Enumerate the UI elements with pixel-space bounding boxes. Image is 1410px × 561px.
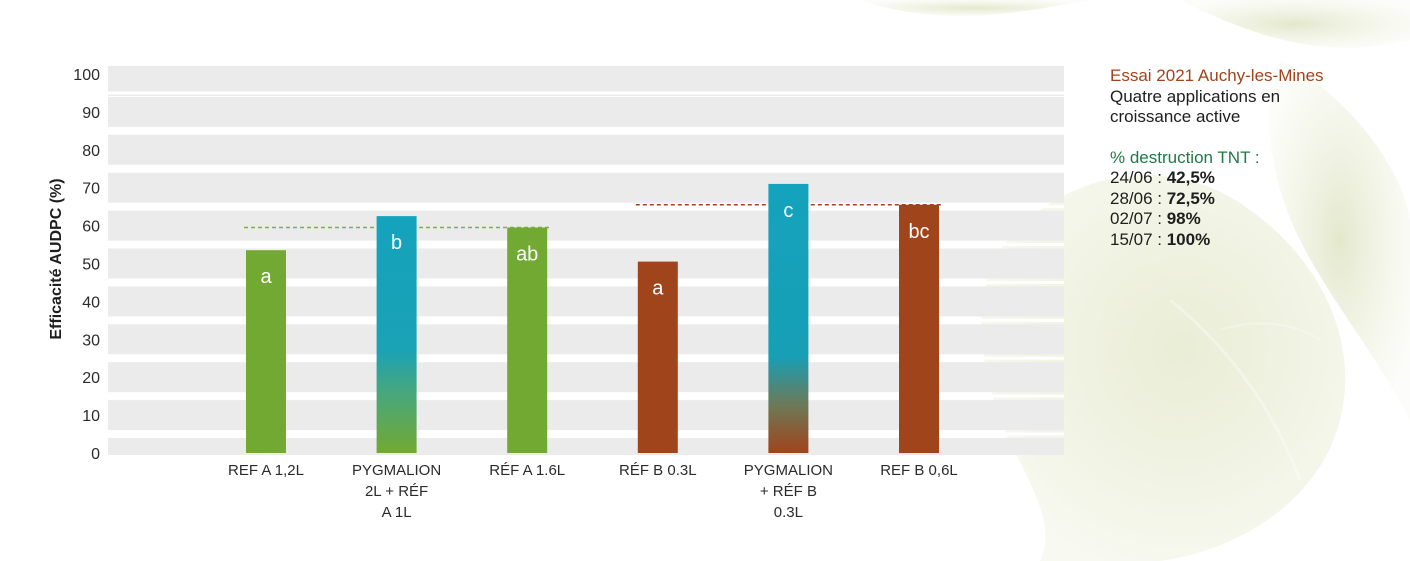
- bars: [246, 183, 939, 453]
- bar: [246, 250, 286, 453]
- x-category-label: A 1L: [382, 504, 412, 521]
- destruction-value: 98%: [1166, 209, 1201, 228]
- y-axis-ticks: 0 10 20 30 40 50 60 70 80 90 100: [73, 67, 100, 463]
- plot-band: [108, 172, 1064, 203]
- destruction-date: 28/06: [1110, 188, 1153, 208]
- x-category-label: RÉF B 0.3L: [619, 462, 697, 479]
- destruction-date: 24/06: [1110, 168, 1153, 187]
- bar: [507, 227, 548, 453]
- y-tick-label: 40: [82, 294, 100, 311]
- x-category-label: 0.3L: [774, 504, 803, 521]
- y-tick-label: 80: [82, 143, 100, 160]
- destruction-row: 02/07 : 98%: [1110, 209, 1400, 230]
- bar-label: bc: [908, 221, 929, 243]
- destruction-value: 100%: [1166, 229, 1211, 249]
- x-category-label: PYGMALION: [744, 462, 833, 479]
- plot-band: [108, 96, 1064, 127]
- x-category-label: REF B 0,6L: [880, 462, 958, 479]
- y-axis-title: Efficacité AUDPC (%): [48, 178, 65, 339]
- y-tick-label: 70: [82, 181, 100, 198]
- destruction-date: 02/07: [1110, 209, 1153, 228]
- y-tick-label: 0: [91, 446, 100, 463]
- x-category-label: REF A 1,2L: [228, 462, 304, 479]
- x-category-label: PYGMALION: [352, 462, 441, 479]
- destruction-separator: :: [1152, 229, 1167, 249]
- trial-title: Essai 2021 Auchy-les-Mines: [1110, 66, 1324, 85]
- destruction-row: 15/07 : 100%: [1110, 230, 1400, 251]
- bar-label: c: [783, 200, 793, 222]
- plot-band: [108, 438, 1064, 455]
- plot-band: [108, 134, 1064, 165]
- x-category-label: + RÉF B: [760, 483, 817, 500]
- bar: [899, 204, 939, 453]
- trial-info-panel: Essai 2021 Auchy-les-Mines Quatre applic…: [1110, 66, 1400, 250]
- x-category-label: 2L + RÉF: [365, 483, 428, 500]
- destruction-title: % destruction TNT :: [1110, 147, 1260, 167]
- bar: [637, 261, 678, 453]
- destruction-separator: :: [1152, 188, 1167, 208]
- destruction-separator: :: [1152, 209, 1167, 228]
- trial-description-line-1: Quatre applications en: [1110, 86, 1281, 106]
- bar: [376, 216, 417, 453]
- destruction-date: 15/07: [1110, 229, 1153, 249]
- y-tick-label: 30: [82, 332, 100, 349]
- reference-lines: [244, 204, 941, 229]
- y-tick-label: 20: [82, 370, 100, 387]
- destruction-value: 42,5%: [1166, 168, 1215, 187]
- bar-label: a: [652, 278, 664, 300]
- destruction-separator: :: [1152, 168, 1167, 187]
- bar-label: b: [391, 232, 402, 254]
- bar-label: a: [260, 266, 272, 288]
- trial-description-line-2: croissance active: [1110, 107, 1241, 126]
- x-category-label: RÉF A 1.6L: [489, 462, 565, 479]
- x-axis-category-labels: REF A 1,2L PYGMALION 2L + RÉF A 1L RÉF A 1.6…: [228, 462, 958, 521]
- y-tick-label: 50: [82, 257, 100, 274]
- plot-band: [108, 66, 1064, 96]
- y-tick-label: 100: [73, 67, 100, 84]
- y-tick-label: 90: [82, 105, 100, 122]
- y-tick-label: 10: [82, 408, 100, 425]
- destruction-value: 72,5%: [1166, 188, 1215, 208]
- y-tick-label: 60: [82, 219, 100, 236]
- destruction-row: 24/06 : 42,5%: [1110, 168, 1400, 189]
- bar: [768, 183, 809, 453]
- destruction-row: 28/06 : 72,5%: [1110, 189, 1400, 210]
- bar-label: ab: [516, 243, 538, 265]
